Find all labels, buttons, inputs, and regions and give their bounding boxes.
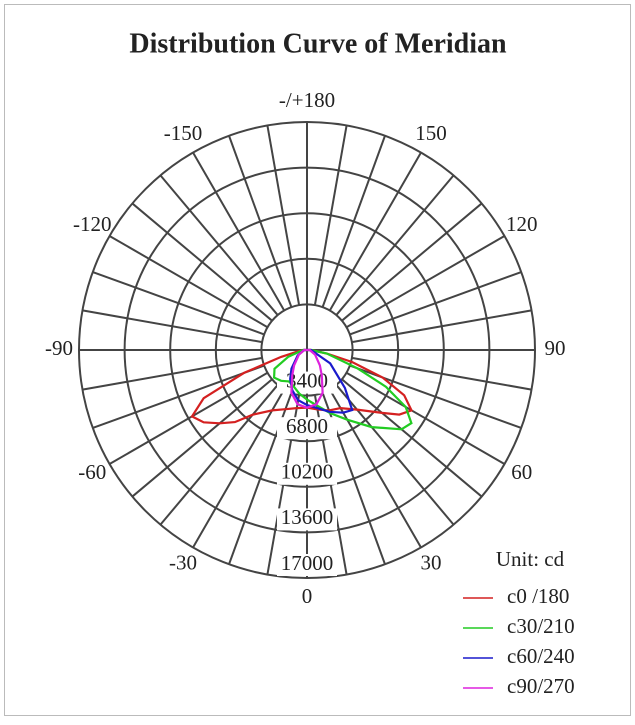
angle-label: 0 <box>302 584 313 608</box>
ring-label: 17000 <box>281 551 334 575</box>
angle-label: -90 <box>45 336 73 360</box>
angle-label: 60 <box>511 460 532 484</box>
angle-label: 120 <box>506 212 538 236</box>
angle-label: -120 <box>73 212 112 236</box>
ring-label: 13600 <box>281 505 334 529</box>
ring-label: 6800 <box>286 414 328 438</box>
ring-label: 10200 <box>281 460 334 484</box>
legend-label: c30/210 <box>507 614 575 638</box>
curve <box>272 348 413 431</box>
angle-label: -30 <box>169 551 197 575</box>
angle-label: 30 <box>421 551 442 575</box>
legend-label: c60/240 <box>507 644 575 668</box>
legend-label: c90/270 <box>507 674 575 698</box>
angle-label: -150 <box>164 121 203 145</box>
ring <box>123 166 491 534</box>
ring <box>214 257 400 443</box>
ring <box>260 303 354 397</box>
angle-label: -60 <box>78 460 106 484</box>
angle-label: -/+180 <box>279 88 335 112</box>
angle-label: 150 <box>415 121 447 145</box>
ring-label-bg <box>277 508 337 531</box>
ring <box>78 121 536 579</box>
ring <box>169 212 445 488</box>
ring-label-bg <box>277 417 337 440</box>
legend-label: c0 /180 <box>507 584 569 608</box>
ring-label-bg <box>277 554 337 576</box>
curve <box>290 348 324 409</box>
chart-title: Distribution Curve of Meridian <box>129 28 507 59</box>
ring-label-bg <box>277 462 337 485</box>
curve <box>289 348 354 414</box>
legend-title: Unit: cd <box>496 547 565 571</box>
angle-label: 90 <box>545 336 566 360</box>
